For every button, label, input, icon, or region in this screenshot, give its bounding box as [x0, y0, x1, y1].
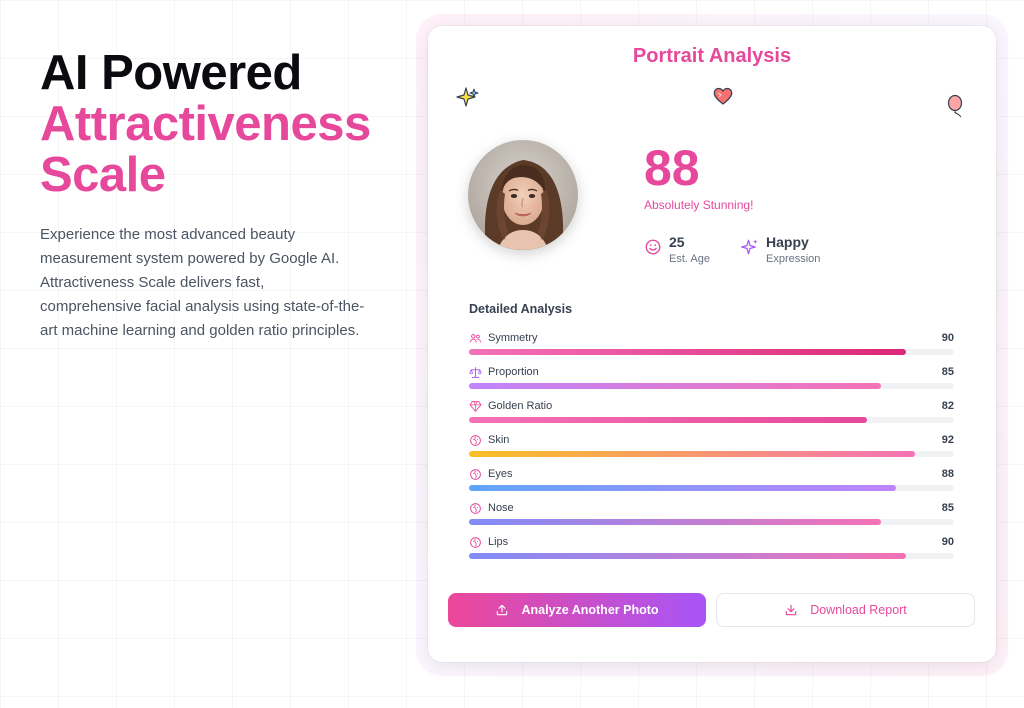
metric-track — [469, 349, 954, 355]
metric-fill — [469, 553, 906, 559]
overall-score: 88 — [644, 140, 700, 196]
metric-value: 85 — [941, 502, 954, 514]
metric-header: Skin 92 — [469, 432, 954, 448]
metric-header: Lips 90 — [469, 534, 954, 550]
score-label: Absolutely Stunning! — [644, 198, 754, 212]
face-icon — [470, 502, 481, 514]
download-report-label: Download Report — [810, 603, 907, 617]
hero-title-line1: AI Powered — [40, 46, 302, 100]
metric-track — [469, 451, 954, 457]
download-icon — [785, 604, 797, 616]
hero-title: AI Powered Attractiveness Scale — [40, 48, 410, 201]
metric-header: Symmetry 90 — [469, 330, 954, 346]
metric-name: Symmetry — [488, 332, 538, 344]
hero-description: Experience the most advanced beauty meas… — [40, 226, 365, 339]
balloon-icon — [947, 94, 963, 118]
metric-symmetry: Symmetry 90 — [469, 330, 954, 364]
portrait-image — [468, 140, 578, 250]
stat-expression-label: Expression — [766, 253, 821, 265]
portrait-avatar — [468, 140, 578, 250]
metric-fill — [469, 349, 906, 355]
download-report-button[interactable]: Download Report — [716, 593, 975, 627]
metric-proportion: Proportion 85 — [469, 364, 954, 398]
metric-track — [469, 553, 954, 559]
users-icon — [469, 333, 482, 342]
metric-header: Eyes 88 — [469, 466, 954, 482]
metric-value: 92 — [941, 434, 954, 446]
hero: AI Powered Attractiveness Scale Experien… — [40, 48, 410, 343]
stat-expression-value: Happy — [766, 234, 809, 250]
sparkles-icon — [456, 87, 479, 107]
stat-age-label: Est. Age — [669, 253, 710, 265]
metric-fill — [469, 417, 867, 423]
smile-icon — [645, 239, 661, 255]
metric-name: Lips — [488, 536, 509, 548]
metric-name: Eyes — [488, 468, 513, 480]
metric-fill — [469, 383, 882, 389]
sparkle-icon — [741, 239, 758, 255]
metric-header: Nose 85 — [469, 500, 954, 516]
metric-track — [469, 485, 954, 491]
analyze-another-photo-button[interactable]: Analyze Another Photo — [448, 593, 706, 627]
gem-icon — [469, 400, 482, 412]
face-icon — [470, 536, 481, 548]
hero-title-line3: Scale — [40, 148, 166, 202]
card-title: Portrait Analysis — [632, 45, 792, 67]
hero-title-line2: Attractiveness — [40, 97, 371, 151]
metric-skin: Skin 92 — [469, 432, 954, 466]
metric-value: 90 — [941, 332, 954, 344]
metric-golden-ratio: Golden Ratio 82 — [469, 398, 954, 432]
metric-nose: Nose 85 — [469, 500, 954, 534]
metric-fill — [469, 485, 896, 491]
metric-name: Golden Ratio — [488, 400, 553, 412]
portrait-analysis-card: Portrait Analysis — [428, 26, 996, 662]
metric-lips: Lips 90 — [469, 534, 954, 568]
stat-age: 25 Est. Age — [644, 233, 710, 265]
metric-eyes: Eyes 88 — [469, 466, 954, 500]
metric-name: Proportion — [488, 366, 539, 378]
heart-icon — [713, 87, 733, 105]
metric-header: Golden Ratio 82 — [469, 398, 954, 414]
metric-fill — [469, 451, 916, 457]
upload-icon — [497, 604, 508, 616]
detailed-analysis-title: Detailed Analysis — [469, 302, 573, 316]
metric-track — [469, 383, 954, 389]
face-icon — [470, 434, 481, 446]
analyze-another-photo-label: Analyze Another Photo — [521, 603, 659, 617]
metric-name: Skin — [488, 434, 510, 446]
metric-track — [469, 417, 954, 423]
scale-icon — [469, 366, 482, 378]
metric-header: Proportion 85 — [469, 364, 954, 380]
stat-age-value: 25 — [669, 234, 685, 250]
metric-value: 90 — [941, 536, 954, 548]
metrics-list: Symmetry 90 Proportion 85 Golden Ratio 82 Skin… — [469, 330, 954, 568]
metric-value: 88 — [941, 468, 954, 480]
face-icon — [470, 468, 481, 480]
metric-value: 85 — [941, 366, 954, 378]
metric-track — [469, 519, 954, 525]
metric-name: Nose — [488, 502, 514, 514]
stat-expression: Happy Expression — [741, 233, 820, 265]
metric-fill — [469, 519, 882, 525]
metric-value: 82 — [941, 400, 954, 412]
